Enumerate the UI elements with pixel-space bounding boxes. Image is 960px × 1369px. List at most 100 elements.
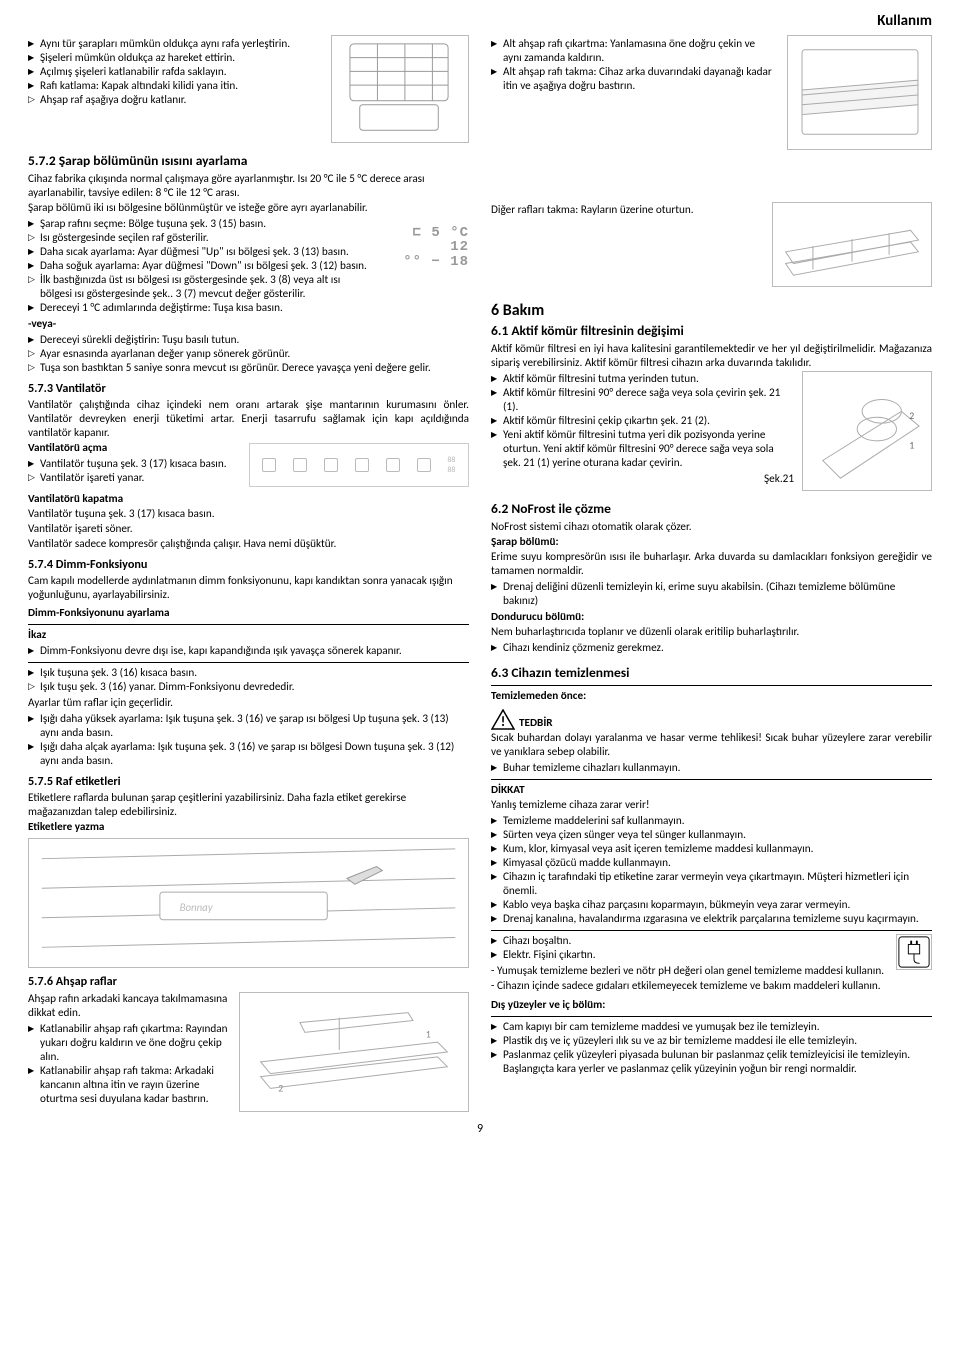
section-575-title: 5.7.5 Raf etiketleri [28, 774, 469, 789]
list-item: Tuşa son bastıktan 5 saniye sonra mevcut… [28, 361, 469, 375]
freezer-heading: Dondurucu bölümü: [491, 610, 932, 624]
wine-list: Drenaj deliğini düzenli temizleyin ki, e… [491, 580, 932, 608]
right-top-list: Alt ahşap rafı çıkartma: Yanlamasına öne… [491, 37, 773, 93]
warning-triangle-icon: ! [491, 709, 515, 730]
surface-list: Cam kapıyı bir cam temizleme maddesi ve … [491, 1020, 932, 1076]
left-top-row: Aynı tür şarapları mümkün oldukça aynı r… [28, 35, 469, 143]
ikaz-list: Dimm-Fonksiyonu devre dışı ise, kapı kap… [28, 644, 469, 658]
list-item: Yeni aktif kömür filtresini tutma yeri d… [491, 428, 932, 470]
list-item: Vantilatör işareti yanar. [28, 471, 469, 485]
section-6-title: 6 Bakım [491, 301, 932, 321]
list-item: Katlanabilir ahşap rafı çıkartma: Rayınd… [28, 1022, 469, 1064]
paragraph: - Yumuşak temizleme bezleri ve nötr pH d… [491, 964, 932, 978]
lower-shelf-illustration [787, 35, 932, 150]
label-write-heading: Etiketlere yazma [28, 820, 469, 834]
list-item: Paslanmaz çelik yüzeyleri piyasada bulun… [491, 1048, 932, 1076]
list-item: Aynı tür şarapları mümkün oldukça aynı r… [28, 37, 317, 51]
list-item: İlk bastığınızda üst ısı bölgesi ısı gös… [28, 273, 469, 301]
paragraph: Vantilatör tuşuna şek. 3 (17) kısaca bas… [28, 507, 469, 521]
list-item: Drenaj kanalına, havalandırma ızgarasına… [491, 912, 932, 926]
list-item: Açılmış şişeleri katlanabilir rafda sakl… [28, 65, 317, 79]
list-item: Alt ahşap rafı takma: Cihaz arka duvarın… [491, 65, 773, 93]
list-item: Ahşap raf aşağıya doğru katlanır. [28, 93, 317, 107]
header-title: Kullanım [28, 12, 932, 31]
list-item: Işık tuşuna şek. 3 (16) kısaca basın. [28, 666, 469, 680]
list-item: Rafı katlama: Kapak altındaki kilidi yan… [28, 79, 317, 93]
tedbir-label: TEDBİR [519, 716, 553, 730]
filter-list: Aktif kömür filtresini tutma yerinden tu… [491, 372, 932, 470]
paragraph: Cihaz fabrika çıkışında normal çalışmaya… [28, 172, 469, 200]
dimm-list: Işık tuşuna şek. 3 (16) kısaca basın. Iş… [28, 666, 469, 694]
svg-text:Bonnay: Bonnay [180, 901, 214, 914]
fan-close-heading: Vantilatörü kapatma [28, 492, 469, 506]
list-item: Buhar temizleme cihazları kullanmayın. [491, 761, 932, 775]
list-item: Işığı daha yüksek ayarlama: Işık tuşuna … [28, 712, 469, 740]
list-item: Sürten veya çizen sünger veya tel sünger… [491, 828, 932, 842]
list-item: Alt ahşap rafı çıkartma: Yanlamasına öne… [491, 37, 773, 65]
dimm-adjust-heading: Dimm-Fonksiyonunu ayarlama [28, 606, 469, 620]
dikkat-list: Temizleme maddelerini saf kullanmayın. S… [491, 814, 932, 926]
list-item: Vantilatör tuşuna şek. 3 (17) kısaca bas… [28, 457, 469, 471]
list-item: Işık tuşu şek. 3 (16) yanar. Dimm-Fonksi… [28, 680, 469, 694]
paragraph: Aktif kömür filtresi en iyi hava kalites… [491, 342, 932, 370]
wood-shelf-list: Katlanabilir ahşap rafı çıkartma: Rayınd… [28, 1022, 469, 1106]
list-item: Dereceyi sürekli değiştirin: Tuşu basılı… [28, 333, 469, 347]
list-item: Aktif kömür filtresini 90° derece sağa v… [491, 386, 932, 414]
paragraph: Yanlış temizleme cihaza zarar verir! [491, 798, 932, 812]
list-item: Cihazı boşaltın. [491, 934, 932, 948]
list-item: Dereceyi 1 °C adımlarında değiştirme: Tu… [28, 301, 469, 315]
or-label: -veya- [28, 317, 469, 331]
freezer-list: Cihazı kendiniz çözmeniz gerekmez. [491, 641, 932, 655]
section-573-title: 5.7.3 Vantilatör [28, 381, 469, 396]
paragraph: Ayarlar tüm raflar için geçerlidir. [28, 696, 469, 710]
list-item: Drenaj deliğini düzenli temizleyin ki, e… [491, 580, 932, 608]
list-item: Aktif kömür filtresini tutma yerinden tu… [491, 372, 932, 386]
list-item: Ayar esnasında ayarlanan değer yanıp sön… [28, 347, 469, 361]
wine-compartment-heading: Şarap bölümü: [491, 535, 932, 549]
paragraph: Şarap bölümü iki ısı bölgesine bölünmüşt… [28, 201, 469, 215]
paragraph: Vantilatör çalıştığında cihaz içindeki n… [28, 398, 469, 440]
dikkat-label: DİKKAT [491, 783, 932, 797]
other-shelf-illustration [772, 202, 932, 287]
paragraph: Sıcak buhardan dolayı yaralanma ve hasar… [491, 731, 932, 759]
list-item: Kimyasal çözücü madde kullanmayın. [491, 856, 932, 870]
list-item: Cam kapıyı bir cam temizleme maddesi ve … [491, 1020, 932, 1034]
fan-open-list: Vantilatör tuşuna şek. 3 (17) kısaca bas… [28, 457, 469, 485]
shelf-labels-illustration: Bonnay [28, 838, 469, 968]
surfaces-heading: Dış yüzeyler ve iç bölüm: [491, 998, 932, 1012]
list-item: Kum, klor, kimyasal veya asit içeren tem… [491, 842, 932, 856]
left-column: Aynı tür şarapları mümkün oldukça aynı r… [28, 35, 469, 1112]
list-item: Şişeleri mümkün oldukça az hareket ettir… [28, 51, 317, 65]
fold-shelf-illustration [331, 35, 469, 143]
paragraph: NoFrost sistemi cihazı otomatik olarak ç… [491, 520, 932, 534]
section-61-title: 6.1 Aktif kömür filtresinin değişimi [491, 323, 932, 340]
temp-adjust-list: Şarap rafını seçme: Bölge tuşuna şek. 3 … [28, 217, 469, 315]
paragraph: Erime suyu kompresörün ısısı ile buharla… [491, 550, 932, 578]
list-item: Şarap rafını seçme: Bölge tuşuna şek. 3 … [28, 217, 469, 231]
list-item: Elektr. Fişini çıkartın. [491, 948, 932, 962]
dimm-list-2: Işığı daha yüksek ayarlama: Işık tuşuna … [28, 712, 469, 768]
tedbir-list: Buhar temizleme cihazları kullanmayın. [491, 761, 932, 775]
paragraph: Vantilatör sadece kompresör çalıştığında… [28, 537, 469, 551]
list-item: Daha soğuk ayarlama: Ayar düğmesi "Down"… [28, 259, 469, 273]
paragraph: Vantilatör işareti söner. [28, 522, 469, 536]
section-572-title: 5.7.2 Şarap bölümünün ısısını ayarlama [28, 153, 469, 170]
paragraph: Nem buharlaştırıcıda toplanır ve düzenli… [491, 625, 932, 639]
section-63-title: 6.3 Cihazın temizlenmesi [491, 665, 932, 682]
list-item: Temizleme maddelerini saf kullanmayın. [491, 814, 932, 828]
section-576-title: 5.7.6 Ahşap raflar [28, 974, 469, 989]
right-column: Alt ahşap rafı çıkartma: Yanlamasına öne… [491, 35, 932, 1112]
list-item: Daha sıcak ayarlama: Ayar düğmesi "Up" ı… [28, 245, 469, 259]
section-62-title: 6.2 NoFrost ile çözme [491, 501, 932, 518]
list-item: Katlanabilir ahşap rafı takma: Arkadaki … [28, 1064, 469, 1106]
list-item: Plastik dış ve iç yüzeyleri ılık su ve a… [491, 1034, 932, 1048]
top-bullet-list: Aynı tür şarapları mümkün oldukça aynı r… [28, 37, 317, 107]
list-item: Cihazı kendiniz çözmeniz gerekmez. [491, 641, 932, 655]
paragraph: Cam kapılı modellerde aydınlatmanın dimm… [28, 574, 469, 602]
svg-text:!: ! [501, 713, 506, 730]
list-item: Kablo veya başka cihaz parçasını koparma… [491, 898, 932, 912]
page-number: 9 [28, 1122, 932, 1137]
paragraph: - Cihazın içinde sadece gıdaları etkilem… [491, 979, 932, 993]
ikaz-heading: İkaz [28, 628, 469, 642]
list-item: Dimm-Fonksiyonu devre dışı ise, kapı kap… [28, 644, 469, 658]
